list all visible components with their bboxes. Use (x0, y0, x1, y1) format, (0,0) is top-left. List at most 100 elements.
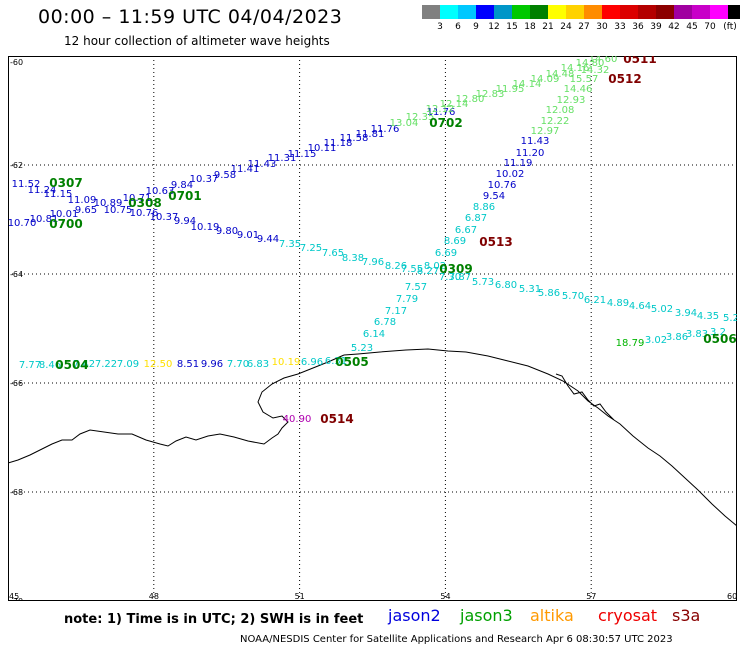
color-swatch (530, 5, 548, 19)
pass-time-label: 0308 (128, 196, 161, 210)
wave-height-value: 4.35 (697, 311, 719, 322)
credit-line: NOAA/NESDIS Center for Satellite Applica… (240, 634, 673, 645)
pass-time-label: 0702 (429, 116, 462, 130)
wave-height-value: 40.90 (283, 414, 312, 425)
wave-height-value: 11.43 (521, 136, 550, 147)
wave-height-value: 10.19 (272, 357, 301, 368)
wave-height-value: 7.35 (279, 239, 301, 250)
color-scale-label: 3 (437, 22, 443, 32)
wave-height-value: 11.76 (427, 107, 456, 118)
color-scale-label: 30 (596, 22, 608, 32)
wave-height-value: 12.35 (406, 112, 435, 123)
wave-height-value: 12.93 (557, 95, 586, 106)
pass-time-label: 0700 (49, 217, 82, 231)
wave-height-value: 12.08 (546, 105, 575, 116)
wave-height-value: 7.25 (300, 243, 322, 254)
pass-time-label: 0309 (439, 262, 472, 276)
color-scale-unit: (ft) (723, 22, 737, 32)
wave-height-value: 11.20 (516, 148, 545, 159)
color-scale-label: 45 (686, 22, 698, 32)
wave-height-value: 11.43 (248, 159, 277, 170)
wave-height-value: 8.38 (342, 253, 364, 264)
color-scale-label: 6 (455, 22, 461, 32)
color-swatch (710, 5, 728, 19)
wave-height-value: 12.50 (144, 359, 173, 370)
wave-height-value: 11.09 (68, 195, 97, 206)
color-swatch (674, 5, 692, 19)
wave-height-value: 10.81 (30, 214, 59, 225)
wave-height-value: 8.51 (177, 359, 199, 370)
wave-height-value: 8.69 (444, 236, 466, 247)
wave-height-value: 9.01 (237, 230, 259, 241)
wave-height-value: 7.42 (73, 359, 95, 370)
color-swatch (512, 5, 530, 19)
color-swatch (494, 5, 512, 19)
wave-height-value: 9.65 (75, 205, 97, 216)
wave-height-value: 12.83 (476, 89, 505, 100)
wave-height-map: -60-62-64-66-68-70454851545760 11.52 11.2… (8, 56, 737, 601)
lon-label: 45 (9, 592, 19, 601)
wave-height-value: 9.54 (483, 191, 505, 202)
color-swatch (458, 5, 476, 19)
wave-height-value: 7.57 (405, 282, 427, 293)
wave-height-value: 10.01 (50, 209, 79, 220)
wave-height-value: 14.46 (564, 84, 593, 95)
lon-label: 51 (295, 592, 305, 601)
legend-jason3: jason3 (460, 606, 513, 625)
color-swatch (692, 5, 710, 19)
wave-height-value: 6.67 (455, 225, 477, 236)
color-scale-label: 70 (704, 22, 716, 32)
color-swatch (728, 5, 740, 19)
wave-height-value: 6.87 (465, 213, 487, 224)
wave-height-value: 14.09 (531, 74, 560, 85)
coastline (8, 348, 737, 527)
wave-height-value: 10.63 (146, 186, 175, 197)
wave-height-value: 11.15 (288, 149, 317, 160)
wave-height-value: 5.70 (562, 291, 584, 302)
pass-time-label: 0505 (335, 355, 368, 369)
color-scale-bar (422, 5, 740, 19)
wave-height-value: 3.2 (710, 327, 726, 338)
color-swatch (620, 5, 638, 19)
color-scale-label: 18 (524, 22, 536, 32)
pass-time-label: 0514 (320, 412, 353, 426)
wave-height-value: 9.96 (201, 359, 223, 370)
wave-height-value: 3.94 (675, 308, 697, 319)
wave-height-value: 14.48 (546, 69, 575, 80)
color-scale-label: 27 (578, 22, 590, 32)
wave-height-value: 5.73 (472, 277, 494, 288)
wave-height-value: 15.57 (570, 74, 599, 85)
wave-height-value: 7.65 (322, 248, 344, 259)
wave-height-value: 7.77 (19, 360, 41, 371)
wave-height-value: 4.89 (607, 298, 629, 309)
lat-label: -60 (10, 58, 23, 67)
grid-lines (8, 56, 737, 601)
color-scale-label: 12 (488, 22, 500, 32)
wave-height-value: 7.87 (449, 272, 471, 283)
wave-height-value: 4.64 (629, 301, 651, 312)
lat-label: -70 (10, 597, 23, 601)
wave-height-value: 10.37 (150, 212, 179, 223)
pass-time-label: 0511 (623, 56, 656, 66)
wave-height-value: 10.89 (94, 198, 123, 209)
wave-height-value: 9.94 (174, 216, 196, 227)
wave-height-value: 7.30 (439, 272, 461, 283)
pass-time-label: 0504 (55, 358, 88, 372)
wave-height-value: 6.80 (495, 280, 517, 291)
color-swatch (584, 5, 602, 19)
color-scale-label: 42 (668, 22, 680, 32)
axis-labels: -60 -62 -64 -66 -68 -7045 48 51 54 57 60 (9, 58, 737, 601)
wave-height-value: 11.52 (12, 179, 41, 190)
wave-height-value: 9.80 (216, 226, 238, 237)
wave-height-value: 10.76 (488, 180, 517, 191)
color-scale-label: 36 (632, 22, 644, 32)
pass-time-label: 0506 (703, 332, 736, 346)
color-scale-labels: 3 6 9 12 15 18 21 24 27 30 33 36 39 42 45 70 (ft) (422, 22, 740, 34)
wave-height-value: 10.02 (496, 169, 525, 180)
wave-height-value: 9.44 (257, 234, 279, 245)
wave-height-value: 5.2 (723, 313, 737, 324)
wave-height-value: 8.46 (39, 360, 61, 371)
wave-height-value: 10.37 (190, 174, 219, 185)
wave-height-value: 10.19 (191, 222, 220, 233)
